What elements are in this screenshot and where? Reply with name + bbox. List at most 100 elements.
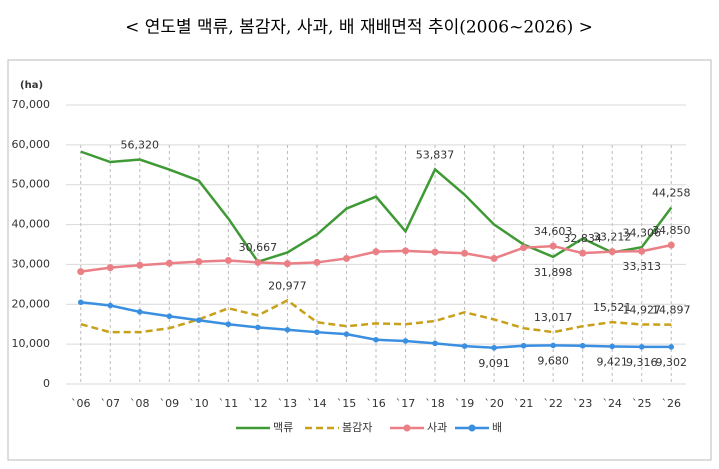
point (166, 313, 173, 320)
x-tick-label: `08 (130, 397, 150, 410)
data-label: 33,313 (622, 260, 661, 273)
series-line (80, 298, 672, 334)
x-tick-label: `10 (189, 397, 209, 410)
x-tick-label: `06 (71, 397, 91, 410)
x-tick-label: `12 (248, 397, 268, 410)
data-label: 20,977 (268, 279, 307, 292)
data-label: 14,897 (652, 304, 691, 317)
data-label: 56,320 (121, 139, 160, 152)
point (284, 326, 291, 333)
point (431, 248, 439, 256)
y-tick-label: 0 (43, 377, 50, 390)
x-tick-label: `24 (602, 397, 622, 410)
point (77, 299, 84, 306)
y-tick-label: 10,000 (12, 337, 51, 350)
data-label: 15,521 (593, 301, 632, 314)
point (254, 258, 262, 266)
point (195, 258, 203, 266)
series-line (80, 150, 673, 264)
legend-marker (403, 424, 411, 432)
point (638, 344, 645, 350)
x-tick-label: `25 (632, 397, 652, 410)
x-tick-label: `22 (543, 397, 563, 410)
y-tick-label: 20,000 (12, 297, 51, 310)
x-tick-label: `15 (337, 397, 357, 410)
point (490, 254, 498, 262)
point (136, 261, 144, 269)
point (608, 248, 616, 256)
data-label: 32,834 (563, 232, 602, 245)
point (314, 329, 320, 335)
data-label: 9,680 (537, 354, 569, 367)
data-label: 30,667 (239, 241, 278, 254)
point (668, 344, 675, 350)
data-label: 34,603 (534, 225, 573, 238)
point (550, 342, 556, 349)
point (461, 343, 468, 349)
point (402, 247, 410, 255)
data-label: 13,017 (534, 311, 573, 324)
point (579, 342, 586, 349)
x-tick-label: `17 (396, 397, 416, 410)
legend-marker (468, 424, 476, 432)
data-label: 9,316 (626, 356, 658, 369)
point (432, 340, 438, 347)
x-tick-label: `13 (278, 397, 298, 410)
data-label: 53,837 (416, 148, 455, 161)
x-tick-label: `11 (219, 397, 239, 410)
data-label: 44,258 (652, 187, 691, 200)
point (342, 254, 350, 262)
data-label: 14,927 (622, 304, 661, 317)
x-tick-label: `21 (514, 397, 534, 410)
point (373, 336, 379, 343)
x-tick-label: `16 (366, 397, 386, 410)
point (224, 256, 232, 264)
data-label: 9,091 (478, 357, 510, 370)
point (491, 344, 497, 351)
point (461, 249, 469, 257)
point (579, 249, 587, 257)
x-tick-label: `09 (160, 397, 180, 410)
data-label: 9,421 (596, 355, 628, 368)
data-label: 9,302 (655, 356, 687, 369)
x-tick-label: `07 (101, 397, 121, 410)
point (225, 321, 232, 328)
point (343, 331, 350, 337)
data-label: 31,898 (534, 266, 573, 279)
point (667, 241, 675, 249)
point (520, 244, 528, 252)
point (313, 258, 321, 266)
chart-title: < 연도별 맥류, 봄감자, 사과, 배 재배면적 추이(2006~2026) … (125, 18, 593, 38)
point (196, 317, 202, 324)
x-tick-label: `26 (661, 397, 681, 410)
point (137, 309, 143, 315)
y-tick-label: 50,000 (12, 178, 51, 191)
legend-label: 맥류 (273, 421, 293, 434)
x-tick-label: `19 (455, 397, 475, 410)
y-tick-label: 70,000 (12, 98, 51, 111)
point (255, 324, 261, 331)
point (549, 242, 557, 250)
point (107, 302, 114, 309)
point (106, 264, 114, 272)
data-label: 33,212 (593, 231, 632, 244)
legend-label: 배 (492, 421, 502, 434)
x-tick-label: `18 (425, 397, 445, 410)
y-tick-label: 30,000 (12, 257, 51, 270)
x-tick-label: `20 (484, 397, 504, 410)
y-tick-label: 40,000 (12, 218, 51, 231)
point (283, 260, 291, 268)
y-axis-label: (ha) (20, 80, 43, 91)
data-label: 34,850 (652, 224, 691, 237)
point (165, 259, 173, 267)
point (609, 343, 615, 350)
point (372, 248, 380, 256)
x-tick-label: `14 (307, 397, 327, 410)
y-tick-label: 60,000 (12, 138, 51, 151)
point (638, 247, 646, 255)
data-label: 34,306 (622, 226, 661, 239)
legend-label: 사과 (427, 421, 447, 434)
point (77, 268, 85, 276)
x-tick-label: `23 (573, 397, 593, 410)
